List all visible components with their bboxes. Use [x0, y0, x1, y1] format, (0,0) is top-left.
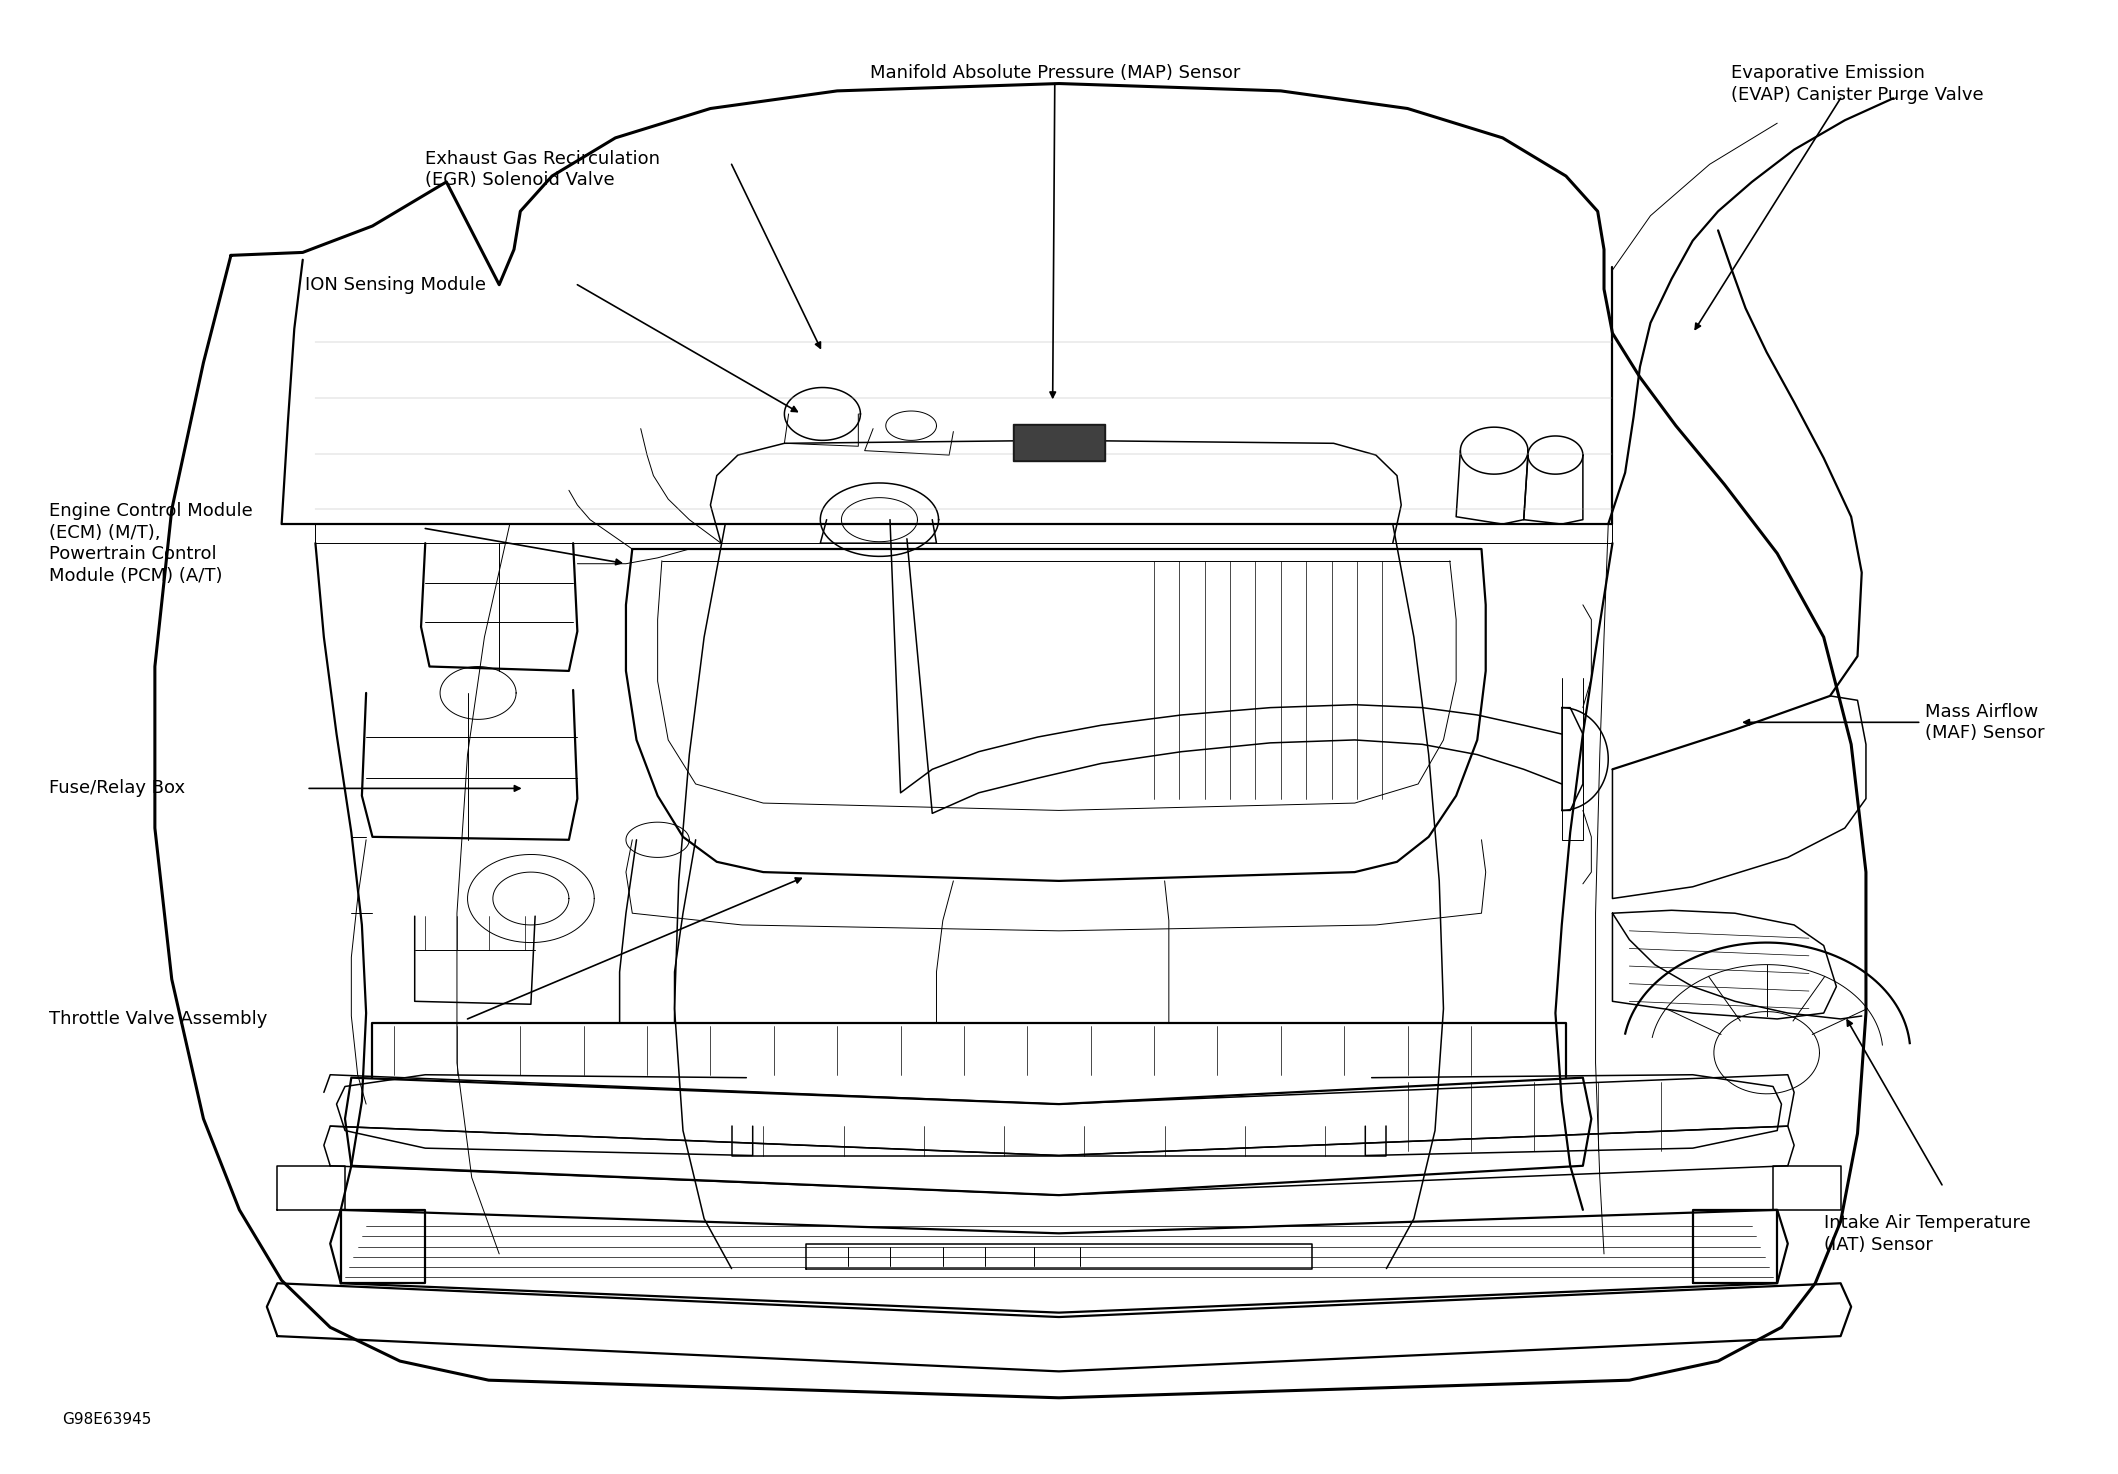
Text: Mass Airflow
(MAF) Sensor: Mass Airflow (MAF) Sensor	[1925, 703, 2044, 741]
Text: Intake Air Temperature
(IAT) Sensor: Intake Air Temperature (IAT) Sensor	[1824, 1215, 2031, 1254]
Text: Evaporative Emission
(EVAP) Canister Purge Valve: Evaporative Emission (EVAP) Canister Pur…	[1730, 65, 1982, 105]
Text: ION Sensing Module: ION Sensing Module	[305, 276, 485, 293]
Text: Exhaust Gas Recirculation
(EGR) Solenoid Valve: Exhaust Gas Recirculation (EGR) Solenoid…	[426, 150, 661, 189]
Text: Engine Control Module
(ECM) (M/T),
Powertrain Control
Module (PCM) (A/T): Engine Control Module (ECM) (M/T), Power…	[49, 503, 252, 585]
Bar	[1012, 425, 1106, 461]
Bar	[1015, 426, 1103, 460]
Text: Throttle Valve Assembly: Throttle Valve Assembly	[49, 1010, 267, 1027]
Text: Manifold Absolute Pressure (MAP) Sensor: Manifold Absolute Pressure (MAP) Sensor	[870, 65, 1239, 83]
Text: Fuse/Relay Box: Fuse/Relay Box	[49, 780, 186, 797]
Text: G98E63945: G98E63945	[61, 1412, 150, 1427]
